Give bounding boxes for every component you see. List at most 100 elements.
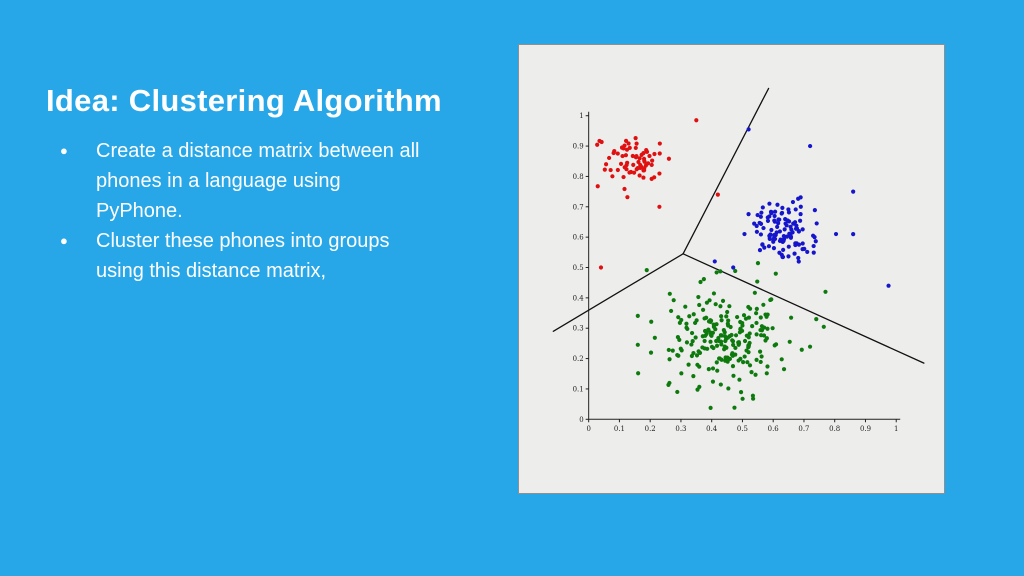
cluster-red-point xyxy=(638,165,643,170)
cluster-green-point xyxy=(703,333,708,338)
x-tick-label: 1 xyxy=(894,425,898,433)
cluster-blue-point xyxy=(752,221,757,226)
cluster-red-point xyxy=(625,195,630,200)
cluster-green-point xyxy=(738,390,744,395)
cluster-red-point xyxy=(623,153,629,158)
cluster-green-point xyxy=(708,339,713,344)
cluster-green-point xyxy=(695,387,700,392)
cluster-green-point xyxy=(727,304,732,309)
cluster-red-point xyxy=(650,158,655,163)
cluster-blue-point xyxy=(812,208,817,213)
cluster-red-point xyxy=(631,162,636,167)
y-tick-label: 0.6 xyxy=(573,234,584,242)
cluster-green-point xyxy=(704,315,709,320)
cluster-blue-point xyxy=(765,218,771,223)
cluster-green-point xyxy=(758,327,763,333)
cluster-green-point xyxy=(679,348,684,353)
cluster-green-point xyxy=(684,321,689,326)
cluster-green-point xyxy=(807,344,813,349)
cluster-green-point xyxy=(749,370,754,375)
bullet-list: ● Create a distance matrix between all p… xyxy=(60,136,500,286)
cluster-blue-point xyxy=(811,243,816,249)
cluster-red-point xyxy=(634,167,639,172)
cluster-blue-point xyxy=(851,232,856,237)
cluster-green-point xyxy=(718,269,723,274)
cluster-blue-point xyxy=(851,189,856,194)
cluster-green-point xyxy=(733,345,738,351)
cluster-green-point xyxy=(676,315,681,320)
cluster-blue-point xyxy=(812,235,817,240)
cluster-boundary-line xyxy=(552,253,684,332)
cluster-blue-point xyxy=(786,244,791,249)
cluster-red-point xyxy=(608,167,613,173)
cluster-green-point xyxy=(765,312,770,317)
bullet-text: Cluster these phones into groups using t… xyxy=(96,230,390,282)
cluster-green-point xyxy=(755,261,761,266)
cluster-green-point xyxy=(683,304,688,309)
cluster-green-point xyxy=(723,355,728,360)
cluster-red-point xyxy=(715,192,720,197)
cluster-green-point xyxy=(723,336,729,342)
cluster-green-point xyxy=(726,386,731,391)
cluster-green-point xyxy=(744,333,749,338)
cluster-green-point xyxy=(706,327,711,332)
cluster-green-point xyxy=(742,338,748,344)
cluster-red-point xyxy=(615,151,620,156)
cluster-green-point xyxy=(740,323,745,328)
cluster-green-point xyxy=(726,318,731,323)
cluster-blue-point xyxy=(774,230,779,235)
x-tick-label: 0.5 xyxy=(737,425,748,433)
cluster-green-point xyxy=(731,373,736,378)
cluster-green-point xyxy=(730,338,735,343)
cluster-green-point xyxy=(731,342,736,347)
cluster-green-point xyxy=(702,346,707,351)
cluster-blue-point xyxy=(798,218,803,223)
cluster-green-point xyxy=(677,320,682,325)
cluster-red-point xyxy=(623,138,629,143)
cluster-green-point xyxy=(823,289,828,294)
cluster-red-point xyxy=(641,175,646,180)
x-tick-label: 0.8 xyxy=(829,425,840,433)
cluster-blue-point xyxy=(798,211,803,217)
cluster-green-point xyxy=(754,311,759,316)
y-tick-label: 0.3 xyxy=(573,325,584,333)
cluster-green-point xyxy=(758,349,763,354)
figure-panel: 0 0.1 0.2 0.3 0.4 0.5 0.6 0.7 0.8 0.9 1 0 0.1 0.2 0.3 0… xyxy=(518,44,945,494)
cluster-green-point xyxy=(754,320,759,326)
cluster-green-point xyxy=(710,379,716,384)
cluster-green-point xyxy=(770,326,775,331)
cluster-red-point xyxy=(611,150,616,156)
cluster-red-point xyxy=(644,149,650,154)
cluster-green-point xyxy=(697,350,703,355)
cluster-blue-point xyxy=(783,217,788,222)
cluster-green-point xyxy=(746,343,751,348)
x-tick-label: 0.2 xyxy=(645,425,656,433)
cluster-red-point xyxy=(621,174,626,180)
cluster-blue-point xyxy=(772,218,777,223)
x-tick-label: 0.4 xyxy=(706,425,718,433)
cluster-blue-point xyxy=(798,195,803,200)
cluster-red-point xyxy=(639,152,644,157)
cluster-green-point xyxy=(635,342,640,347)
cluster-green-point xyxy=(741,313,747,318)
cluster-green-point xyxy=(689,330,695,336)
cluster-green-point xyxy=(717,356,722,361)
cluster-green-point xyxy=(684,340,690,345)
cluster-red-point xyxy=(633,145,638,151)
cluster-green-point xyxy=(690,339,695,344)
x-tick-label: 0.7 xyxy=(798,425,809,433)
y-tick-label: 0.8 xyxy=(573,173,584,181)
cluster-red-point xyxy=(598,265,604,270)
cluster-green-point xyxy=(711,291,717,296)
x-tick-label: 0.9 xyxy=(860,425,871,433)
cluster-green-point xyxy=(765,364,770,369)
cluster-blue-point xyxy=(760,205,765,210)
cluster-green-point xyxy=(725,309,730,315)
cluster-blue-point xyxy=(886,283,891,288)
cluster-green-point xyxy=(670,348,675,353)
cluster-green-point xyxy=(714,270,719,275)
cluster-red-point xyxy=(694,118,699,123)
cluster-red-point xyxy=(649,162,654,168)
cluster-green-point xyxy=(750,393,756,398)
cluster-green-point xyxy=(781,367,787,372)
